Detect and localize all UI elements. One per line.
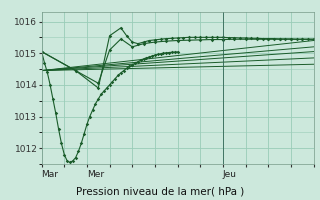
Text: Pression niveau de la mer( hPa ): Pression niveau de la mer( hPa )	[76, 186, 244, 196]
Text: Mar: Mar	[42, 170, 59, 179]
Text: Jeu: Jeu	[223, 170, 237, 179]
Text: Mer: Mer	[87, 170, 104, 179]
